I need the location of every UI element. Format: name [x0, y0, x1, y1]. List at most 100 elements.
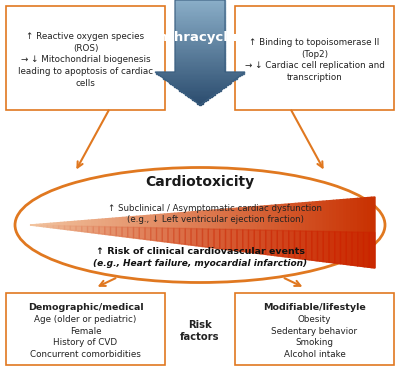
- Polygon shape: [175, 16, 225, 17]
- Polygon shape: [175, 22, 225, 24]
- Polygon shape: [175, 46, 225, 47]
- Polygon shape: [61, 222, 64, 229]
- Polygon shape: [175, 25, 225, 26]
- Polygon shape: [96, 219, 99, 234]
- Polygon shape: [116, 218, 120, 236]
- Polygon shape: [220, 209, 223, 249]
- Polygon shape: [323, 231, 329, 262]
- Polygon shape: [354, 198, 358, 266]
- Polygon shape: [93, 226, 99, 234]
- Polygon shape: [151, 228, 156, 241]
- Polygon shape: [261, 206, 265, 254]
- Polygon shape: [175, 39, 225, 41]
- Polygon shape: [175, 63, 225, 64]
- Polygon shape: [275, 205, 278, 256]
- Polygon shape: [164, 214, 168, 242]
- Polygon shape: [237, 208, 240, 251]
- Polygon shape: [169, 81, 231, 83]
- Polygon shape: [175, 37, 225, 38]
- Polygon shape: [266, 230, 272, 255]
- Polygon shape: [226, 229, 231, 250]
- Polygon shape: [358, 232, 364, 266]
- Polygon shape: [258, 206, 261, 254]
- Polygon shape: [130, 217, 134, 238]
- Polygon shape: [34, 224, 37, 226]
- Polygon shape: [254, 206, 258, 254]
- Polygon shape: [175, 13, 225, 14]
- Polygon shape: [128, 227, 134, 238]
- Polygon shape: [206, 210, 210, 247]
- Polygon shape: [320, 201, 323, 262]
- Polygon shape: [175, 59, 225, 60]
- Text: ↑ Reactive oxygen species
(ROS)
→ ↓ Mitochondrial biogenesis
leading to apoptosi: ↑ Reactive oxygen species (ROS) → ↓ Mito…: [18, 32, 153, 88]
- Polygon shape: [175, 38, 225, 39]
- Polygon shape: [175, 70, 225, 71]
- Polygon shape: [175, 53, 225, 54]
- Text: Risk
factors: Risk factors: [180, 320, 220, 342]
- FancyBboxPatch shape: [235, 293, 394, 365]
- Polygon shape: [75, 221, 78, 231]
- Polygon shape: [82, 226, 88, 232]
- Polygon shape: [223, 209, 227, 250]
- Polygon shape: [251, 207, 254, 253]
- Polygon shape: [310, 202, 313, 260]
- Polygon shape: [175, 33, 225, 34]
- Polygon shape: [175, 41, 225, 42]
- Text: Cardiotoxicity: Cardiotoxicity: [146, 175, 254, 189]
- Polygon shape: [364, 232, 369, 267]
- Polygon shape: [192, 98, 208, 100]
- Polygon shape: [175, 7, 225, 8]
- Polygon shape: [185, 93, 215, 95]
- Polygon shape: [330, 200, 334, 263]
- Polygon shape: [113, 218, 116, 236]
- Polygon shape: [272, 205, 275, 255]
- Polygon shape: [126, 217, 130, 237]
- Polygon shape: [175, 34, 225, 35]
- Polygon shape: [372, 197, 375, 268]
- Polygon shape: [170, 83, 230, 84]
- Polygon shape: [175, 43, 225, 45]
- Polygon shape: [163, 77, 237, 79]
- Polygon shape: [156, 228, 162, 241]
- Polygon shape: [337, 200, 340, 264]
- Polygon shape: [105, 227, 110, 235]
- Polygon shape: [240, 208, 244, 252]
- Polygon shape: [306, 202, 310, 260]
- Polygon shape: [175, 64, 225, 66]
- Polygon shape: [344, 199, 347, 265]
- Polygon shape: [306, 231, 312, 260]
- Polygon shape: [58, 223, 61, 229]
- Polygon shape: [323, 201, 327, 262]
- Polygon shape: [369, 232, 375, 268]
- Polygon shape: [316, 202, 320, 261]
- Polygon shape: [82, 220, 85, 232]
- Polygon shape: [185, 212, 189, 245]
- Polygon shape: [175, 50, 225, 51]
- Polygon shape: [123, 217, 126, 237]
- Polygon shape: [299, 203, 302, 259]
- Polygon shape: [175, 58, 225, 59]
- Polygon shape: [191, 229, 197, 246]
- Polygon shape: [102, 219, 106, 234]
- Polygon shape: [175, 28, 225, 29]
- Polygon shape: [176, 86, 224, 88]
- Polygon shape: [165, 79, 235, 80]
- FancyBboxPatch shape: [6, 293, 165, 365]
- Polygon shape: [175, 55, 225, 56]
- Polygon shape: [318, 231, 323, 262]
- Polygon shape: [175, 60, 225, 62]
- Polygon shape: [116, 227, 122, 237]
- Polygon shape: [147, 215, 151, 240]
- Polygon shape: [196, 211, 199, 246]
- Polygon shape: [175, 1, 225, 3]
- Polygon shape: [137, 216, 140, 239]
- Polygon shape: [175, 47, 225, 49]
- Polygon shape: [327, 201, 330, 262]
- Polygon shape: [145, 227, 151, 240]
- Polygon shape: [175, 21, 225, 22]
- Polygon shape: [64, 226, 70, 230]
- Polygon shape: [188, 96, 212, 97]
- Polygon shape: [202, 229, 208, 247]
- Polygon shape: [162, 228, 168, 242]
- Polygon shape: [227, 209, 230, 250]
